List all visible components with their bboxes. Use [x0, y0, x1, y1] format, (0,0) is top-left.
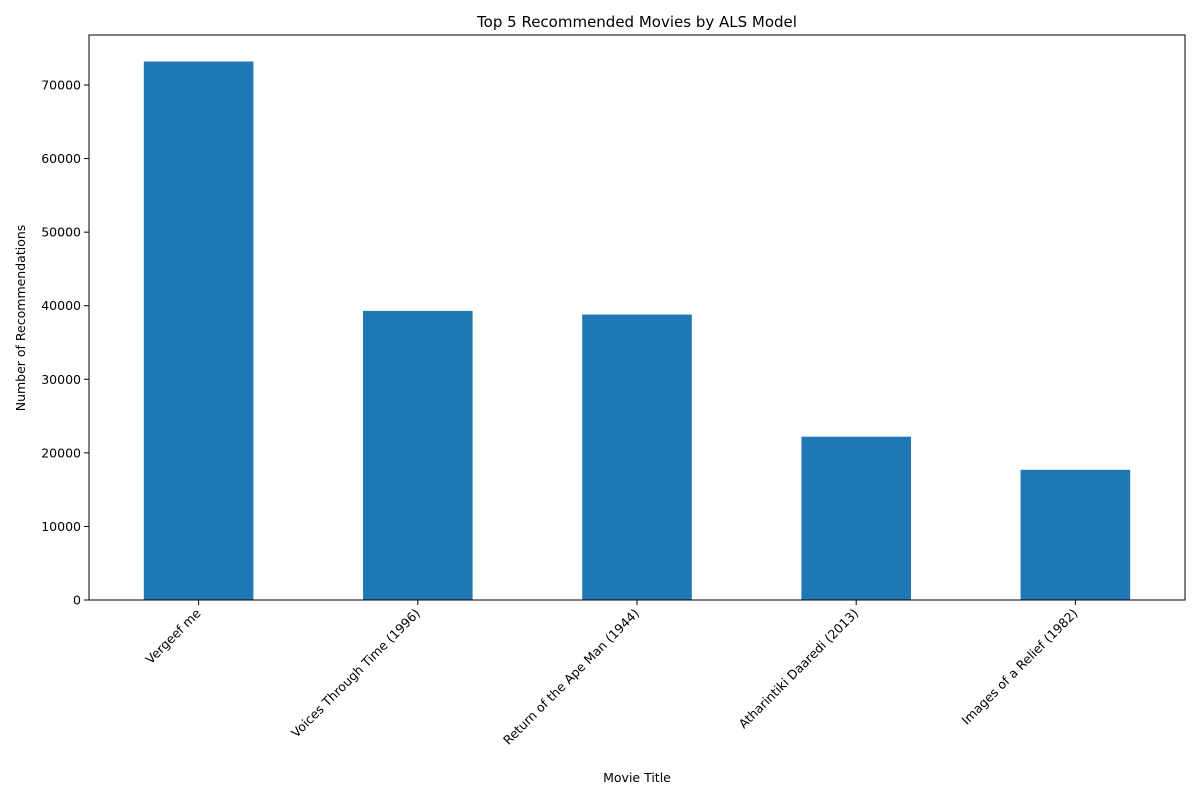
y-axis-ticks: 0 10000 20000 30000 40000 50000 60000 70000 — [41, 78, 89, 608]
chart-title: Top 5 Recommended Movies by ALS Model — [476, 13, 797, 31]
bar-2 — [363, 310, 473, 600]
bar-5 — [1020, 469, 1131, 600]
y-tick-label-70000: 70000 — [41, 78, 81, 93]
x-axis-label: Movie Title — [603, 770, 671, 785]
y-tick-label-60000: 60000 — [41, 151, 81, 166]
y-axis-label: Number of Recommendations — [13, 225, 28, 412]
y-tick-label-0: 0 — [73, 593, 81, 608]
y-tick-label-20000: 20000 — [41, 445, 81, 460]
y-tick-label-30000: 30000 — [41, 372, 81, 387]
y-tick-label-10000: 10000 — [41, 519, 81, 534]
bar-4 — [801, 436, 911, 600]
bar-3 — [582, 314, 692, 600]
bars-layer — [143, 61, 1131, 600]
plot-frame — [88, 34, 1186, 601]
y-tick-label-40000: 40000 — [41, 298, 81, 313]
y-tick-label-50000: 50000 — [41, 225, 81, 240]
bar-1 — [143, 61, 254, 600]
